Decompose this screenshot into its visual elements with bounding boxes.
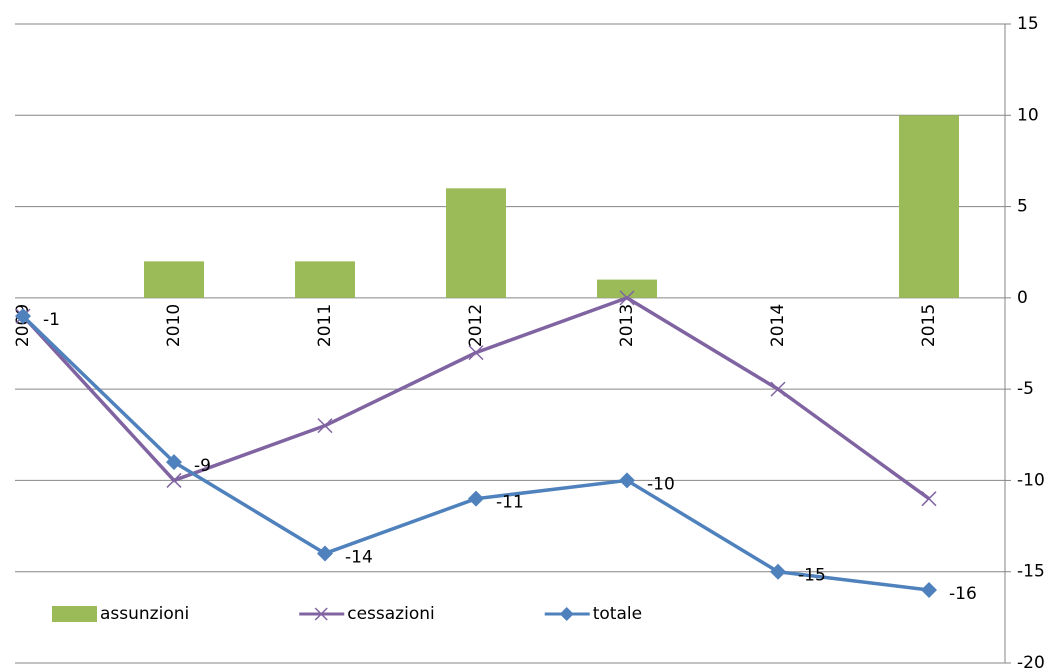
marker xyxy=(15,308,31,325)
marker xyxy=(921,491,937,507)
bar xyxy=(446,188,506,298)
legend-item: cessazioni xyxy=(299,604,435,624)
data-label: -10 xyxy=(647,474,675,494)
y-tick-label: -10 xyxy=(1017,470,1045,490)
bar xyxy=(899,115,959,298)
marker xyxy=(166,454,182,471)
marker xyxy=(317,545,333,562)
marker xyxy=(317,418,333,434)
y-tick-label: 0 xyxy=(1017,288,1028,308)
marker-stroke xyxy=(317,418,333,434)
marker xyxy=(619,290,635,306)
marker xyxy=(166,472,182,488)
x-tick-label: 2011 xyxy=(315,304,335,347)
marker-stroke xyxy=(921,491,937,507)
data-label: -11 xyxy=(496,493,524,513)
marker-stroke xyxy=(619,290,635,306)
y-tick-label: 10 xyxy=(1017,105,1039,125)
legend-label: totale xyxy=(593,604,642,624)
legend-marker xyxy=(314,607,328,621)
bar xyxy=(295,261,355,298)
data-label: -15 xyxy=(798,566,826,586)
line xyxy=(21,314,930,592)
marker xyxy=(770,563,786,580)
x-tick-label: 2015 xyxy=(919,304,939,347)
legend-swatch xyxy=(52,606,97,622)
marker-stroke xyxy=(468,345,484,361)
y-tick-label: -5 xyxy=(1017,379,1034,399)
data-label: -14 xyxy=(345,547,373,567)
bar xyxy=(597,279,657,298)
data-label: -9 xyxy=(194,456,211,476)
marker-stroke xyxy=(770,381,786,397)
x-tick-label: 2014 xyxy=(768,304,788,347)
legend-item: assunzioni xyxy=(52,604,189,624)
marker xyxy=(921,581,937,598)
legend-label: assunzioni xyxy=(100,604,189,624)
marker xyxy=(770,381,786,397)
y-tick-label: 15 xyxy=(1017,14,1039,34)
marker-stroke xyxy=(166,472,182,488)
marker xyxy=(468,490,484,507)
x-tick-label: 2013 xyxy=(617,304,637,347)
data-label: -1 xyxy=(43,310,60,330)
x-tick-label: 2010 xyxy=(164,304,184,347)
y-tick-label: -15 xyxy=(1017,562,1045,582)
legend-marker xyxy=(559,607,574,621)
y-tick-label: 5 xyxy=(1017,197,1028,217)
y-tick-label: -20 xyxy=(1017,653,1045,670)
legend-item: totale xyxy=(544,604,642,624)
bar xyxy=(144,261,204,298)
marker xyxy=(619,472,635,489)
marker xyxy=(468,345,484,361)
data-label: -16 xyxy=(949,584,977,604)
legend-label: cessazioni xyxy=(347,604,434,624)
x-tick-label: 2012 xyxy=(466,304,486,347)
